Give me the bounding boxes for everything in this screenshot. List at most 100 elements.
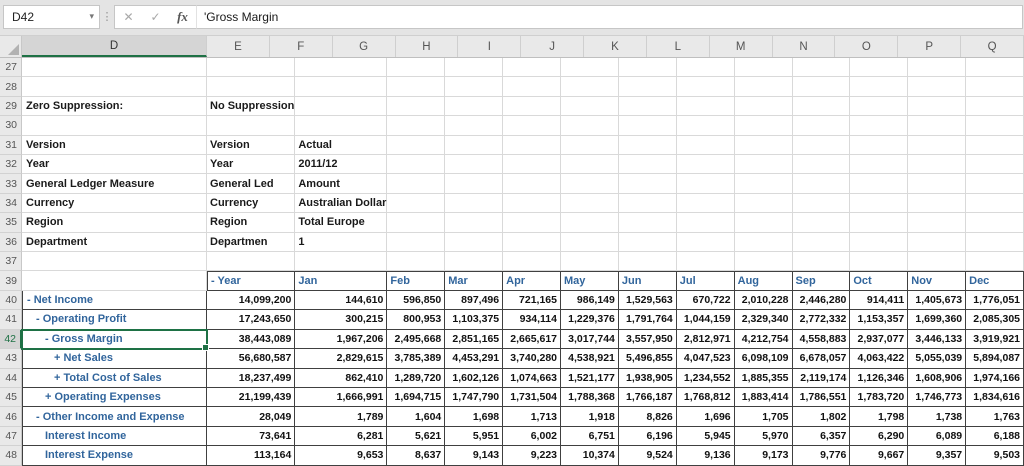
cell-D29[interactable]: Zero Suppression: <box>22 96 207 117</box>
cell-N32[interactable] <box>792 155 851 175</box>
cell-G40[interactable]: 596,850 <box>387 290 446 311</box>
cell-Q45[interactable]: 1,834,616 <box>966 387 1024 408</box>
row-header-32[interactable]: 32 <box>0 155 22 175</box>
cell-H47[interactable]: 5,951 <box>445 426 504 447</box>
cell-I29[interactable] <box>503 96 561 117</box>
cell-G42[interactable]: 2,495,668 <box>387 329 446 350</box>
cell-K40[interactable]: 1,529,563 <box>618 290 677 311</box>
cell-I31[interactable] <box>503 135 561 156</box>
cell-H40[interactable]: 897,496 <box>445 290 504 311</box>
cell-N36[interactable] <box>792 232 851 253</box>
cell-F48[interactable]: 9,653 <box>295 446 388 466</box>
cell-P29[interactable] <box>908 96 967 117</box>
cell-K42[interactable]: 3,557,950 <box>618 329 677 350</box>
cell-N31[interactable] <box>792 135 851 156</box>
cell-N42[interactable]: 4,558,883 <box>792 329 851 350</box>
cell-Q48[interactable]: 9,503 <box>966 446 1024 466</box>
cell-I30[interactable] <box>503 116 561 136</box>
column-header-L[interactable]: L <box>647 36 710 57</box>
cell-E27[interactable] <box>207 58 296 78</box>
cell-N35[interactable] <box>792 213 851 233</box>
cell-D46[interactable]: - Other Income and Expense <box>22 407 207 427</box>
cell-H29[interactable] <box>445 96 504 117</box>
cell-M33[interactable] <box>734 174 793 194</box>
cell-L29[interactable] <box>676 96 735 117</box>
cell-Q27[interactable] <box>966 58 1024 78</box>
cell-Q33[interactable] <box>966 174 1024 194</box>
cell-M48[interactable]: 9,173 <box>734 446 793 466</box>
cell-I40[interactable]: 721,165 <box>503 290 561 311</box>
cell-L48[interactable]: 9,136 <box>676 446 735 466</box>
cell-P42[interactable]: 3,446,133 <box>908 329 967 350</box>
column-header-I[interactable]: I <box>458 36 522 57</box>
cell-D42[interactable]: - Gross Margin <box>21 328 209 352</box>
cell-J43[interactable]: 4,538,921 <box>561 349 619 369</box>
cell-D33[interactable]: General Ledger Measure <box>22 174 207 194</box>
cell-P41[interactable]: 1,699,360 <box>908 310 967 330</box>
cell-D28[interactable] <box>22 77 207 97</box>
cell-N46[interactable]: 1,802 <box>792 407 851 427</box>
cell-N28[interactable] <box>792 77 851 97</box>
cell-G31[interactable] <box>387 135 446 156</box>
row-header-31[interactable]: 31 <box>0 135 22 156</box>
cell-F34[interactable]: Australian Dollar <box>295 193 388 214</box>
cell-F44[interactable]: 862,410 <box>295 368 388 388</box>
cell-N27[interactable] <box>792 58 851 78</box>
cell-E36[interactable]: Departmen <box>207 232 296 253</box>
cell-K47[interactable]: 6,196 <box>618 426 677 447</box>
cell-D39[interactable] <box>22 271 207 291</box>
cell-I43[interactable]: 3,740,280 <box>503 349 561 369</box>
cell-I44[interactable]: 1,074,663 <box>503 368 561 388</box>
cell-F28[interactable] <box>295 77 388 97</box>
cell-H34[interactable] <box>445 193 504 214</box>
row-header-42[interactable]: 42 <box>0 329 22 350</box>
cell-M28[interactable] <box>734 77 793 97</box>
cell-P45[interactable]: 1,746,773 <box>908 387 967 408</box>
row-header-35[interactable]: 35 <box>0 213 22 233</box>
cell-N43[interactable]: 6,678,057 <box>792 349 851 369</box>
row-header-34[interactable]: 34 <box>0 193 22 214</box>
cell-J41[interactable]: 1,229,376 <box>561 310 619 330</box>
cell-J35[interactable] <box>561 213 619 233</box>
cell-J47[interactable]: 6,751 <box>561 426 619 447</box>
cell-H28[interactable] <box>445 77 504 97</box>
cell-L44[interactable]: 1,234,552 <box>676 368 735 388</box>
cell-H37[interactable] <box>445 252 504 272</box>
cell-J44[interactable]: 1,521,177 <box>561 368 619 388</box>
cell-N29[interactable] <box>792 96 851 117</box>
cell-D37[interactable] <box>22 252 207 272</box>
cell-F36[interactable]: 1 <box>295 232 388 253</box>
cell-K41[interactable]: 1,791,764 <box>618 310 677 330</box>
cell-P46[interactable]: 1,738 <box>908 407 967 427</box>
cell-Q41[interactable]: 2,085,305 <box>966 310 1024 330</box>
cell-G48[interactable]: 8,637 <box>387 446 446 466</box>
cell-H46[interactable]: 1,698 <box>445 407 504 427</box>
cell-I42[interactable]: 2,665,617 <box>503 329 561 350</box>
row-header-41[interactable]: 41 <box>0 310 22 330</box>
cell-L32[interactable] <box>676 155 735 175</box>
cell-F46[interactable]: 1,789 <box>295 407 388 427</box>
cell-I41[interactable]: 934,114 <box>503 310 561 330</box>
cell-O30[interactable] <box>850 116 909 136</box>
cell-O35[interactable] <box>850 213 909 233</box>
cell-O46[interactable]: 1,798 <box>850 407 909 427</box>
cell-K30[interactable] <box>618 116 677 136</box>
cell-J34[interactable] <box>561 193 619 214</box>
cell-N45[interactable]: 1,786,551 <box>792 387 851 408</box>
cell-H31[interactable] <box>445 135 504 156</box>
cell-G27[interactable] <box>387 58 446 78</box>
cell-M46[interactable]: 1,705 <box>734 407 793 427</box>
row-header-28[interactable]: 28 <box>0 77 22 97</box>
cell-P34[interactable] <box>908 193 967 214</box>
name-box[interactable]: D42 ▾ <box>3 4 100 29</box>
cell-F39[interactable]: Jan <box>295 271 388 291</box>
cell-N39[interactable]: Sep <box>792 271 851 291</box>
cell-L39[interactable]: Jul <box>676 271 735 291</box>
cell-L37[interactable] <box>676 252 735 272</box>
cell-K34[interactable] <box>618 193 677 214</box>
cell-H48[interactable]: 9,143 <box>445 446 504 466</box>
cell-Q31[interactable] <box>966 135 1024 156</box>
cell-P27[interactable] <box>908 58 967 78</box>
cell-L35[interactable] <box>676 213 735 233</box>
cell-M35[interactable] <box>734 213 793 233</box>
